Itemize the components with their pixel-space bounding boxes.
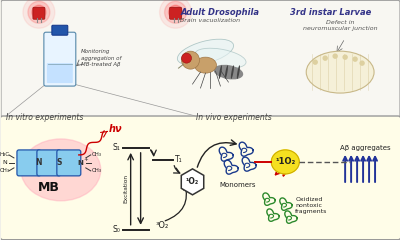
Text: Oxidized
nontoxic
fragments: Oxidized nontoxic fragments	[295, 197, 328, 214]
Circle shape	[168, 5, 182, 19]
Text: +: +	[84, 157, 88, 162]
Text: CH₃: CH₃	[92, 152, 102, 157]
FancyBboxPatch shape	[47, 63, 73, 83]
FancyBboxPatch shape	[0, 116, 400, 240]
Circle shape	[164, 1, 186, 23]
Text: Defect in
neuromuscular junction: Defect in neuromuscular junction	[303, 20, 378, 31]
Text: ¹O₂: ¹O₂	[186, 177, 199, 186]
Circle shape	[160, 0, 192, 28]
FancyBboxPatch shape	[33, 7, 45, 19]
Ellipse shape	[231, 65, 234, 79]
Text: H₃C: H₃C	[0, 152, 10, 157]
Circle shape	[32, 5, 46, 19]
FancyBboxPatch shape	[17, 150, 41, 176]
Ellipse shape	[194, 57, 216, 73]
FancyBboxPatch shape	[52, 25, 68, 35]
Text: Monitoring
aggregation of
MB-treated Aβ: Monitoring aggregation of MB-treated Aβ	[81, 49, 121, 67]
Text: In vivo experiments: In vivo experiments	[196, 113, 271, 122]
Text: N: N	[78, 160, 84, 166]
Circle shape	[343, 55, 347, 59]
Text: N: N	[36, 158, 42, 167]
Circle shape	[182, 51, 200, 69]
Text: In vitro experiments: In vitro experiments	[6, 113, 83, 122]
Text: T₁: T₁	[174, 156, 182, 164]
FancyBboxPatch shape	[57, 150, 81, 176]
Ellipse shape	[306, 51, 374, 93]
FancyBboxPatch shape	[170, 7, 182, 19]
Text: hν: hν	[109, 124, 122, 134]
Circle shape	[23, 0, 55, 28]
Text: Brain vacuolization: Brain vacuolization	[180, 18, 240, 23]
FancyBboxPatch shape	[44, 32, 76, 86]
Circle shape	[360, 61, 364, 65]
Circle shape	[182, 53, 192, 63]
Text: Excitation: Excitation	[123, 174, 128, 203]
FancyBboxPatch shape	[37, 150, 61, 176]
Ellipse shape	[271, 150, 299, 174]
Text: ³O₂: ³O₂	[156, 221, 169, 230]
Text: S₀: S₀	[113, 225, 121, 234]
Circle shape	[353, 57, 357, 61]
Text: 3rd instar Larvae: 3rd instar Larvae	[290, 8, 371, 17]
Circle shape	[28, 1, 50, 23]
Ellipse shape	[214, 65, 243, 79]
Text: Monomers: Monomers	[219, 182, 256, 188]
FancyBboxPatch shape	[1, 0, 400, 120]
Circle shape	[333, 54, 337, 58]
Circle shape	[323, 56, 327, 60]
Ellipse shape	[237, 65, 240, 79]
Text: S: S	[56, 158, 62, 167]
Ellipse shape	[219, 65, 222, 79]
Ellipse shape	[21, 139, 101, 201]
Text: MB: MB	[38, 181, 60, 194]
Ellipse shape	[177, 39, 234, 65]
Text: Adult Drosophila: Adult Drosophila	[181, 8, 260, 17]
Circle shape	[313, 60, 317, 64]
Text: CH₃: CH₃	[0, 168, 10, 173]
Text: N: N	[2, 160, 7, 165]
Text: S₁: S₁	[113, 144, 121, 152]
Text: CH₃: CH₃	[92, 168, 102, 173]
Polygon shape	[181, 169, 204, 195]
Text: ¹1O₂: ¹1O₂	[275, 157, 296, 166]
Text: Aβ aggregates: Aβ aggregates	[340, 145, 390, 151]
Ellipse shape	[195, 48, 246, 68]
Ellipse shape	[225, 65, 228, 79]
